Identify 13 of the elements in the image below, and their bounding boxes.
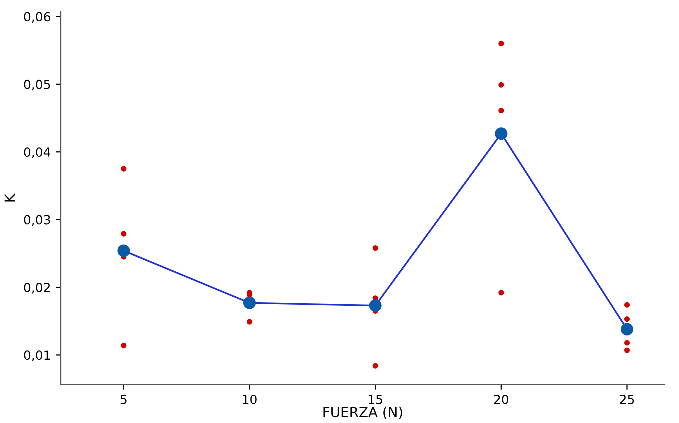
x-tick-label: 5	[120, 395, 127, 404]
y-axis-title: K	[4, 194, 15, 202]
x-tick-label: 20	[494, 394, 509, 404]
y-tick-label: 0,05	[24, 80, 50, 91]
x-tick-label: 15	[369, 395, 382, 404]
x-tick-label: 10	[243, 394, 257, 404]
y-tick-label: 0,01	[24, 350, 50, 362]
x-tick-label: 25	[620, 394, 634, 404]
y-tick-label: 0,03	[24, 215, 50, 226]
y-tick-label: 0,06	[24, 12, 50, 23]
x-axis-title: FUERZA (N)	[324, 406, 402, 420]
y-tick-label: 0,04	[24, 148, 51, 158]
y-tick-label: 0,02	[24, 282, 50, 294]
